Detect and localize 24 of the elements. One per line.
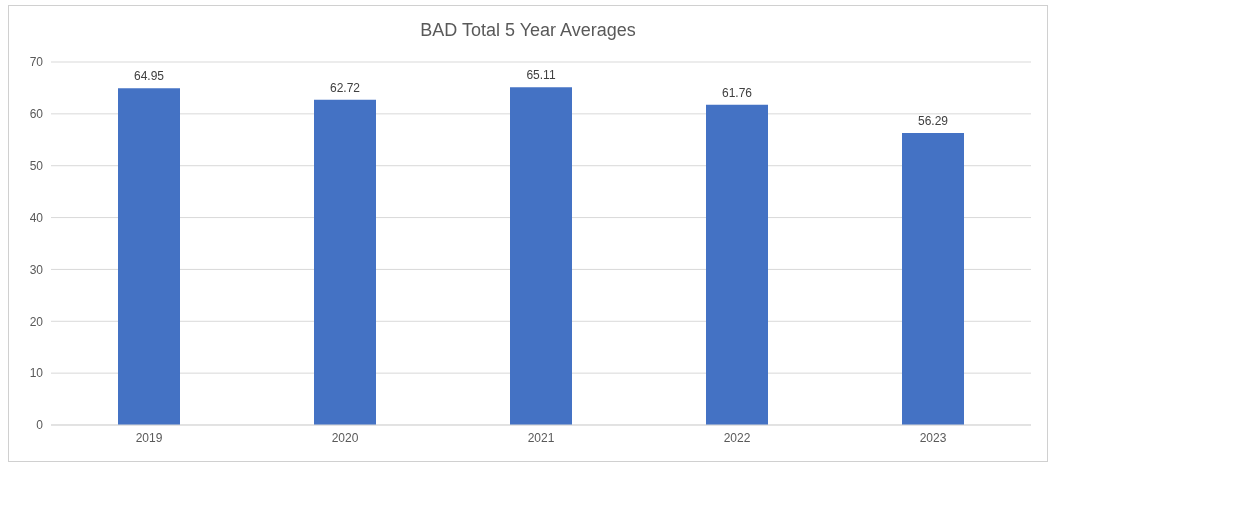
- bar: [510, 87, 572, 425]
- chart-title: BAD Total 5 Year Averages: [419, 20, 637, 41]
- data-label: 61.76: [721, 85, 753, 100]
- y-tick-label: 70: [29, 55, 44, 70]
- bar: [902, 133, 964, 425]
- data-label: 56.29: [917, 114, 949, 129]
- bar: [706, 104, 768, 425]
- y-tick-label: 0: [36, 418, 44, 433]
- y-tick-label: 40: [29, 210, 44, 225]
- data-label: 64.95: [133, 69, 165, 84]
- y-tick-label: 20: [29, 314, 44, 329]
- x-tick-label: 2021: [527, 430, 555, 445]
- bar: [118, 88, 180, 425]
- data-label: 62.72: [329, 80, 361, 95]
- y-tick-label: 50: [29, 158, 44, 173]
- bar: [314, 99, 376, 425]
- y-tick-label: 60: [29, 107, 44, 122]
- x-tick-label: 2023: [919, 430, 947, 445]
- x-tick-label: 2022: [723, 430, 751, 445]
- data-label: 65.11: [526, 68, 556, 83]
- y-tick-label: 30: [29, 262, 44, 277]
- x-tick-label: 2020: [331, 430, 359, 445]
- x-tick-label: 2019: [135, 430, 163, 445]
- y-tick-label: 10: [29, 366, 44, 381]
